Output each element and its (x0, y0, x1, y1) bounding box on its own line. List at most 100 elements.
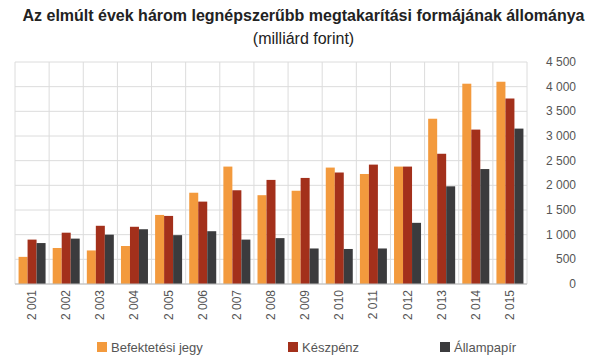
bar (369, 165, 378, 284)
x-tick-label: 2 009 (298, 290, 312, 320)
y-tick-label: 3 500 (546, 104, 576, 118)
bar (258, 195, 267, 284)
v-grid-line (117, 62, 118, 284)
y-tick-label: 4 500 (546, 55, 576, 69)
title: Az elmúlt évek három legnépszerűbb megta… (23, 7, 585, 24)
bar (53, 248, 62, 284)
bar (198, 202, 207, 284)
bar (412, 223, 421, 284)
x-tick-label: 2 011 (366, 290, 380, 319)
x-tick-label: 2 013 (435, 290, 449, 320)
bar (496, 82, 505, 284)
bar (335, 173, 344, 284)
v-grid-line (527, 62, 528, 284)
v-grid-line (458, 62, 459, 284)
bar (394, 167, 403, 284)
subtitle: (milliárd forint) (253, 30, 354, 47)
x-tick-label: 2 014 (469, 290, 483, 320)
v-grid-line (219, 62, 220, 284)
bar (62, 233, 71, 284)
bar (96, 226, 105, 284)
bar (139, 229, 148, 284)
y-tick-label: 1 000 (546, 228, 576, 242)
bar (28, 240, 37, 284)
legend-label: Készpénz (302, 340, 359, 355)
bar (403, 167, 412, 284)
v-grid-line (253, 62, 254, 284)
bar (505, 99, 514, 284)
bar (462, 84, 471, 284)
bar (241, 240, 250, 284)
y-tick-label: 2 500 (546, 154, 576, 168)
x-axis (15, 284, 527, 285)
v-grid-line (492, 62, 493, 284)
bar (378, 248, 387, 284)
bar (189, 193, 198, 284)
x-tick-label: 2 012 (401, 290, 415, 320)
bar (155, 215, 164, 284)
legend-label: Befektetési jegy (111, 340, 203, 355)
bar (121, 246, 130, 284)
bar (344, 249, 353, 284)
grid-line (15, 111, 527, 112)
bar (292, 191, 301, 284)
x-tick-label: 2 006 (196, 290, 210, 320)
bars (19, 82, 524, 284)
legend-swatch (288, 342, 298, 352)
chart: 05001 0001 5002 0002 5003 0003 5004 0004… (0, 0, 607, 364)
v-grid-line (288, 62, 289, 284)
bar (326, 168, 335, 284)
v-grid-line (15, 62, 16, 284)
v-grid-line (424, 62, 425, 284)
legend-label: Állampapír (454, 340, 517, 355)
bar (428, 119, 437, 284)
bar (267, 180, 276, 284)
grid-line (15, 284, 527, 285)
title-box: Az elmúlt évek három legnépszerűbb megta… (0, 4, 607, 50)
y-tick-label: 4 000 (546, 80, 576, 94)
y-tick-label: 1 500 (546, 203, 576, 217)
grid-line (15, 136, 527, 137)
bar (301, 178, 310, 284)
x-tick-label: 2 002 (59, 290, 73, 320)
grid-line (15, 62, 527, 63)
bar (446, 186, 455, 284)
grid-line (15, 86, 527, 87)
bar (223, 167, 232, 284)
x-tick-label: 2 008 (264, 290, 278, 320)
bar (37, 243, 46, 284)
bar (514, 129, 523, 284)
v-grid-line (390, 62, 391, 284)
x-tick-label: 2 004 (127, 290, 141, 320)
bar (130, 227, 139, 284)
v-grid-line (185, 62, 186, 284)
bar (471, 130, 480, 284)
bar (480, 169, 489, 284)
y-tick-label: 0 (569, 277, 576, 291)
bar (164, 216, 173, 284)
bar (437, 154, 446, 284)
x-tick-label: 2 007 (230, 290, 244, 320)
x-tick-label: 2 005 (162, 290, 176, 320)
x-tick-label: 2 001 (25, 290, 39, 320)
grid (15, 62, 527, 284)
bar (71, 239, 80, 284)
bar (19, 257, 28, 284)
y-tick-label: 500 (556, 252, 576, 266)
bar (87, 250, 96, 284)
legend-swatch (97, 342, 107, 352)
bar (173, 235, 182, 284)
v-grid-line (49, 62, 50, 284)
title-text: Az elmúlt évek három legnépszerűbb megta… (16, 4, 591, 50)
bar (105, 235, 114, 284)
grid-line (15, 160, 527, 161)
bar (207, 231, 216, 284)
legend-swatch (440, 342, 450, 352)
y-tick-label: 3 000 (546, 129, 576, 143)
x-tick-label: 2 003 (93, 290, 107, 320)
bar (310, 248, 319, 284)
legend: Befektetési jegy Készpénz Állampapír (97, 340, 517, 355)
bar (276, 238, 285, 284)
v-grid-line (356, 62, 357, 284)
v-grid-line (151, 62, 152, 284)
